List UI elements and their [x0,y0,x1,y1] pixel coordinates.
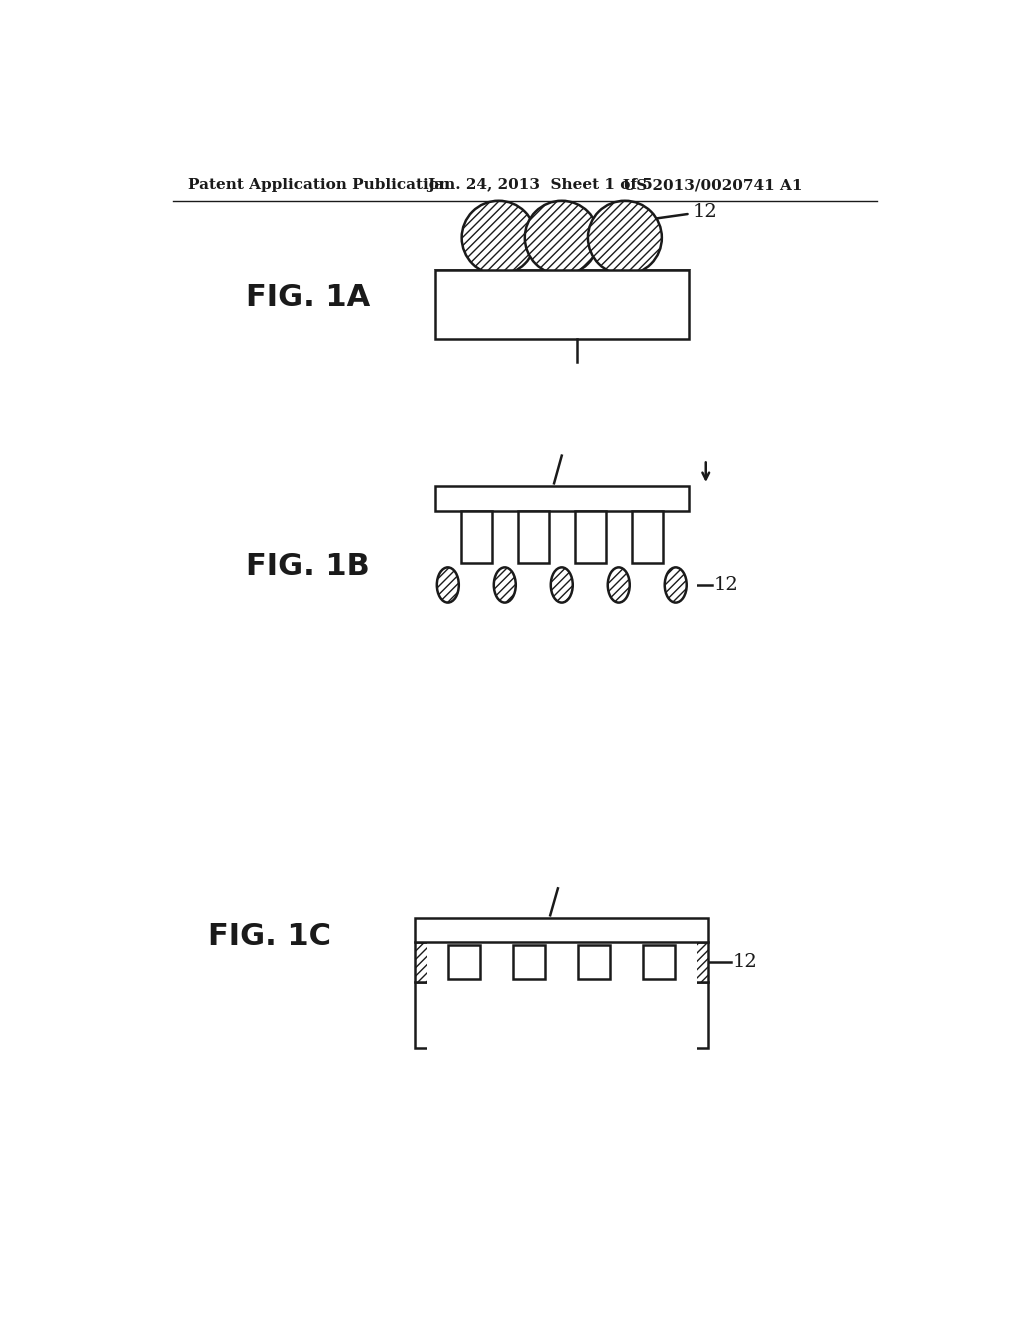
Bar [435,565,689,605]
Bar [416,942,708,982]
Bar [574,511,605,564]
Ellipse shape [551,568,572,603]
Ellipse shape [494,568,516,603]
Text: Patent Application Publication: Patent Application Publication [188,178,451,193]
Circle shape [524,201,599,275]
Text: 12: 12 [733,953,758,972]
Text: Jan. 24, 2013  Sheet 1 of 5: Jan. 24, 2013 Sheet 1 of 5 [427,178,652,193]
Text: 12: 12 [653,202,718,220]
Bar [435,605,689,675]
Bar [427,271,696,1175]
Text: US 2013/0020741 A1: US 2013/0020741 A1 [624,178,803,193]
Bar [435,487,689,511]
Bar [632,511,663,564]
Text: 13: 13 [546,859,570,878]
Text: 12: 12 [714,576,738,594]
Ellipse shape [665,568,687,603]
Text: 11: 11 [565,708,590,726]
Ellipse shape [608,568,630,603]
Ellipse shape [437,568,459,603]
Text: 11: 11 [565,1081,590,1100]
Bar [416,982,708,1048]
Circle shape [462,201,536,275]
Bar [449,945,480,979]
Bar [579,945,610,979]
Text: FIG. 1C: FIG. 1C [208,921,331,950]
Bar [461,511,492,564]
Text: FIG. 1A: FIG. 1A [246,282,371,312]
Circle shape [588,201,662,275]
Text: 13: 13 [549,426,574,445]
Bar [643,945,676,979]
Bar [435,271,689,339]
Bar [513,945,546,979]
Bar [416,917,708,942]
Text: FIG. 1B: FIG. 1B [246,552,370,581]
Bar [518,511,549,564]
Bar [435,271,689,339]
Text: 11: 11 [565,374,590,391]
